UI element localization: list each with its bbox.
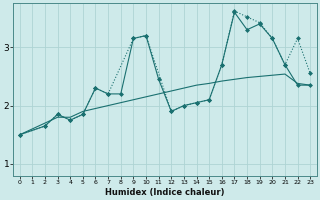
X-axis label: Humidex (Indice chaleur): Humidex (Indice chaleur) bbox=[105, 188, 225, 197]
